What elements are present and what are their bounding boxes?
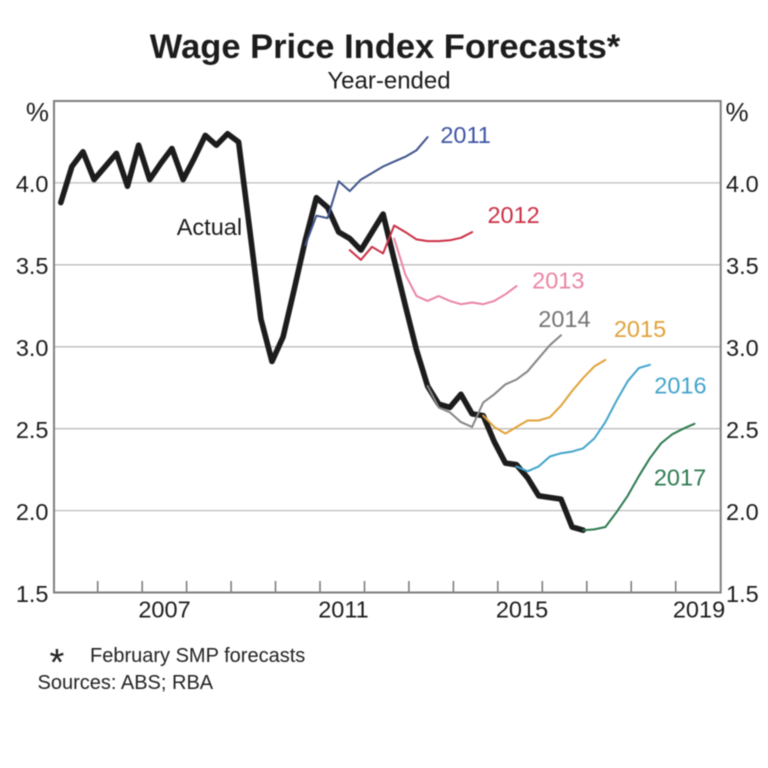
- svg-text:2007: 2007: [138, 597, 190, 623]
- svg-text:3.5: 3.5: [726, 253, 759, 279]
- svg-text:2014: 2014: [538, 306, 590, 332]
- svg-text:2013: 2013: [532, 268, 584, 294]
- svg-text:3.0: 3.0: [16, 335, 49, 361]
- svg-text:2015: 2015: [496, 597, 548, 623]
- svg-text:2019: 2019: [673, 597, 725, 623]
- svg-text:1.5: 1.5: [16, 581, 49, 607]
- svg-text:4.0: 4.0: [726, 171, 759, 197]
- svg-text:Year-ended: Year-ended: [327, 68, 450, 95]
- svg-text:2011: 2011: [440, 122, 491, 148]
- svg-text:2.5: 2.5: [16, 417, 49, 443]
- svg-text:%: %: [26, 97, 49, 127]
- svg-text:Actual: Actual: [177, 214, 242, 240]
- svg-text:2011: 2011: [318, 597, 369, 623]
- svg-text:Wage Price Index Forecasts*: Wage Price Index Forecasts*: [150, 28, 621, 66]
- svg-text:2015: 2015: [614, 316, 666, 342]
- svg-text:1.5: 1.5: [726, 581, 759, 607]
- svg-text:4.0: 4.0: [16, 171, 49, 197]
- svg-text:2.0: 2.0: [726, 499, 759, 525]
- svg-text:%: %: [726, 97, 749, 127]
- svg-text:3.5: 3.5: [16, 253, 49, 279]
- svg-text:2.5: 2.5: [726, 417, 759, 443]
- svg-text:*: *: [50, 642, 65, 684]
- svg-text:Sources: ABS; RBA: Sources: ABS; RBA: [38, 672, 214, 694]
- svg-text:3.0: 3.0: [726, 335, 759, 361]
- svg-text:2012: 2012: [487, 202, 539, 228]
- svg-text:2017: 2017: [654, 465, 706, 491]
- svg-text:February SMP forecasts: February SMP forecasts: [90, 645, 305, 667]
- svg-text:2016: 2016: [654, 372, 706, 398]
- svg-text:2.0: 2.0: [16, 499, 49, 525]
